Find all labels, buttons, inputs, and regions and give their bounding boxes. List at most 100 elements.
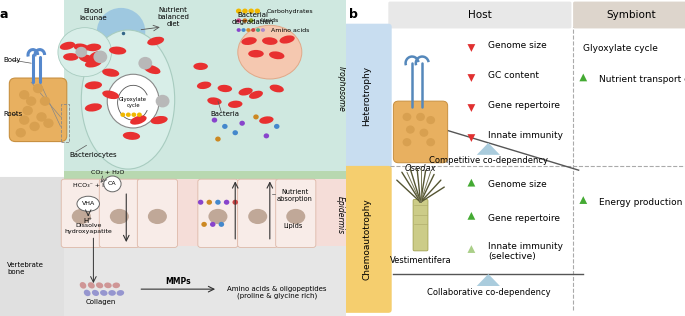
Ellipse shape — [97, 8, 145, 55]
Ellipse shape — [104, 283, 112, 288]
Bar — [64, 179, 346, 246]
FancyBboxPatch shape — [388, 2, 571, 28]
Ellipse shape — [270, 85, 284, 92]
Ellipse shape — [259, 116, 273, 124]
Bar — [64, 0, 346, 177]
Text: CA: CA — [108, 181, 116, 186]
Text: Collaborative co-dependency: Collaborative co-dependency — [427, 288, 550, 296]
Circle shape — [253, 114, 259, 119]
FancyBboxPatch shape — [10, 78, 66, 142]
Circle shape — [132, 112, 136, 117]
FancyBboxPatch shape — [238, 179, 278, 247]
Circle shape — [138, 57, 152, 70]
Text: Glyoxylate cycle: Glyoxylate cycle — [583, 45, 658, 53]
Ellipse shape — [248, 209, 267, 224]
Circle shape — [33, 84, 43, 93]
Ellipse shape — [197, 82, 211, 89]
Text: Innate immunity: Innate immunity — [488, 131, 563, 140]
Ellipse shape — [73, 44, 89, 51]
Circle shape — [43, 118, 53, 128]
Text: Lipids: Lipids — [284, 223, 303, 229]
Circle shape — [75, 47, 87, 58]
Ellipse shape — [116, 290, 124, 296]
Text: Carbohydrates: Carbohydrates — [267, 9, 314, 14]
Text: Osedax: Osedax — [405, 164, 436, 173]
Circle shape — [222, 124, 227, 129]
Circle shape — [403, 138, 412, 146]
Ellipse shape — [193, 63, 208, 70]
Circle shape — [236, 18, 241, 23]
Ellipse shape — [100, 290, 108, 296]
Ellipse shape — [109, 46, 126, 55]
Text: Nutrient transport capacity: Nutrient transport capacity — [599, 75, 685, 84]
Ellipse shape — [208, 209, 227, 224]
FancyBboxPatch shape — [0, 177, 71, 316]
Circle shape — [121, 112, 125, 117]
Ellipse shape — [82, 30, 175, 169]
Ellipse shape — [144, 65, 160, 74]
Ellipse shape — [72, 209, 91, 224]
Text: Blood
lacunae: Blood lacunae — [79, 8, 108, 21]
Text: Energy production: Energy production — [599, 198, 682, 207]
Ellipse shape — [286, 209, 306, 224]
Ellipse shape — [248, 50, 264, 58]
Ellipse shape — [90, 51, 104, 60]
FancyBboxPatch shape — [573, 2, 685, 28]
Circle shape — [403, 113, 412, 121]
Text: Vertebrate
bone: Vertebrate bone — [7, 262, 44, 275]
Ellipse shape — [249, 91, 263, 99]
Ellipse shape — [147, 37, 164, 46]
Circle shape — [232, 130, 238, 135]
Ellipse shape — [102, 90, 119, 99]
Circle shape — [224, 200, 229, 205]
Circle shape — [137, 112, 142, 117]
Text: Vestimentifera: Vestimentifera — [390, 256, 451, 265]
Text: Gene repertoire: Gene repertoire — [488, 101, 560, 110]
Circle shape — [232, 200, 238, 205]
Text: VHA: VHA — [82, 201, 95, 206]
Circle shape — [239, 121, 245, 126]
Circle shape — [19, 90, 29, 100]
Circle shape — [274, 124, 279, 129]
Circle shape — [416, 113, 425, 121]
Text: Host: Host — [468, 10, 492, 20]
Circle shape — [242, 9, 248, 14]
Ellipse shape — [88, 282, 95, 289]
Circle shape — [29, 122, 40, 131]
Text: Epidermis: Epidermis — [336, 196, 345, 234]
Ellipse shape — [85, 59, 102, 68]
Circle shape — [210, 222, 216, 227]
Ellipse shape — [148, 209, 167, 224]
Text: Nutrient
absorption: Nutrient absorption — [277, 189, 312, 203]
Polygon shape — [477, 143, 500, 155]
Ellipse shape — [238, 88, 253, 95]
Ellipse shape — [241, 37, 257, 45]
Text: HCO₃⁻ + H⁺: HCO₃⁻ + H⁺ — [73, 183, 110, 188]
Circle shape — [16, 128, 26, 137]
Text: Trophosome: Trophosome — [336, 65, 345, 112]
Circle shape — [426, 116, 435, 124]
Circle shape — [215, 137, 221, 142]
Circle shape — [256, 28, 260, 32]
Text: Gene repertoire: Gene repertoire — [488, 214, 560, 222]
FancyBboxPatch shape — [198, 179, 238, 247]
Circle shape — [104, 176, 121, 192]
Circle shape — [212, 118, 217, 123]
Ellipse shape — [96, 283, 103, 288]
Text: Bacterial
degradation: Bacterial degradation — [232, 12, 273, 25]
Text: H⁺: H⁺ — [84, 218, 92, 224]
FancyBboxPatch shape — [342, 166, 392, 313]
Circle shape — [241, 28, 246, 32]
Text: Innate immunity
(selective): Innate immunity (selective) — [488, 241, 563, 261]
Circle shape — [40, 96, 50, 106]
Text: b: b — [349, 8, 358, 21]
Bar — [64, 246, 346, 316]
Ellipse shape — [79, 54, 94, 63]
Text: MMPs: MMPs — [165, 277, 191, 286]
Ellipse shape — [279, 35, 295, 44]
Text: Lipids: Lipids — [261, 18, 279, 23]
FancyBboxPatch shape — [99, 179, 140, 247]
Circle shape — [23, 106, 33, 115]
Text: Glyoxylate
cycle: Glyoxylate cycle — [119, 97, 147, 108]
Ellipse shape — [102, 69, 119, 77]
